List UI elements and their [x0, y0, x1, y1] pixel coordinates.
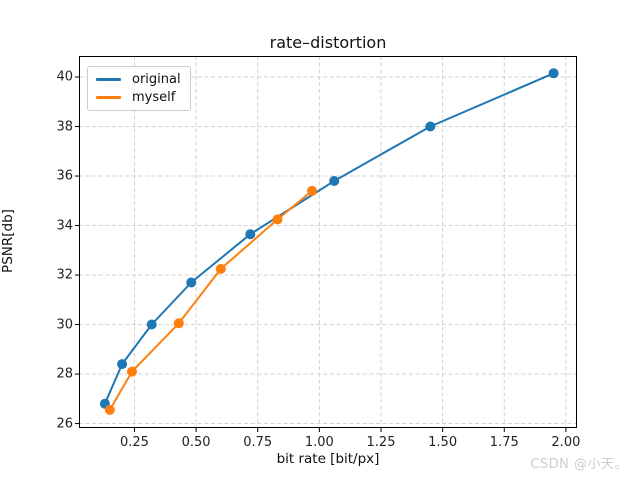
legend-item-original: original — [88, 72, 190, 87]
y-axis-label: PSNR[db] — [0, 209, 16, 273]
x-tick-label: 0.75 — [243, 435, 273, 450]
y-tick-label: 36 — [56, 168, 73, 184]
y-tick-label: 30 — [56, 317, 73, 333]
legend-label-original: original — [132, 71, 181, 87]
y-tick-label: 38 — [56, 119, 73, 135]
watermark-text: CSDN @小天。 — [530, 457, 628, 472]
chart-title: rate–distortion — [269, 33, 387, 52]
y-tick-label: 34 — [56, 218, 73, 234]
x-tick-label: 0.50 — [181, 435, 211, 450]
y-tick-label: 28 — [56, 366, 73, 382]
series-line-myself — [108, 189, 313, 411]
data-point-myself — [127, 366, 137, 377]
data-point-original — [186, 277, 197, 288]
legend-line-sample-original — [96, 77, 121, 81]
data-point-original — [117, 359, 128, 370]
x-axis-label: bit rate [bit/px] — [276, 451, 380, 467]
x-tick-label: 0.25 — [119, 435, 149, 450]
series-line-original — [103, 72, 555, 405]
x-tick-label: 1.75 — [489, 435, 519, 450]
legend-item-myself: myself — [88, 90, 190, 105]
data-point-myself — [173, 318, 184, 329]
data-point-myself — [307, 185, 317, 196]
data-point-myself — [104, 404, 115, 415]
plot-canvas — [75, 56, 577, 432]
data-point-myself — [215, 263, 226, 274]
data-point-original — [548, 68, 559, 79]
x-tick-label: 1.25 — [366, 435, 396, 450]
x-tick-label: 1.50 — [428, 435, 458, 450]
data-point-original — [245, 229, 256, 240]
data-point-original — [146, 319, 157, 330]
y-tick-label: 40 — [56, 69, 73, 85]
legend-label-myself: myself — [132, 90, 176, 106]
x-tick-label: 1.00 — [304, 435, 334, 450]
axes-frame — [79, 56, 577, 428]
data-point-myself — [272, 214, 283, 225]
y-tick-label: 32 — [56, 267, 73, 283]
legend: original myself — [87, 66, 191, 111]
data-point-original — [425, 121, 436, 132]
y-tick-label: 26 — [56, 416, 73, 432]
x-tick-label: 2.00 — [551, 435, 581, 450]
plot-area: original myself — [75, 56, 577, 432]
data-point-original — [329, 176, 340, 186]
legend-line-sample-myself — [96, 96, 121, 100]
